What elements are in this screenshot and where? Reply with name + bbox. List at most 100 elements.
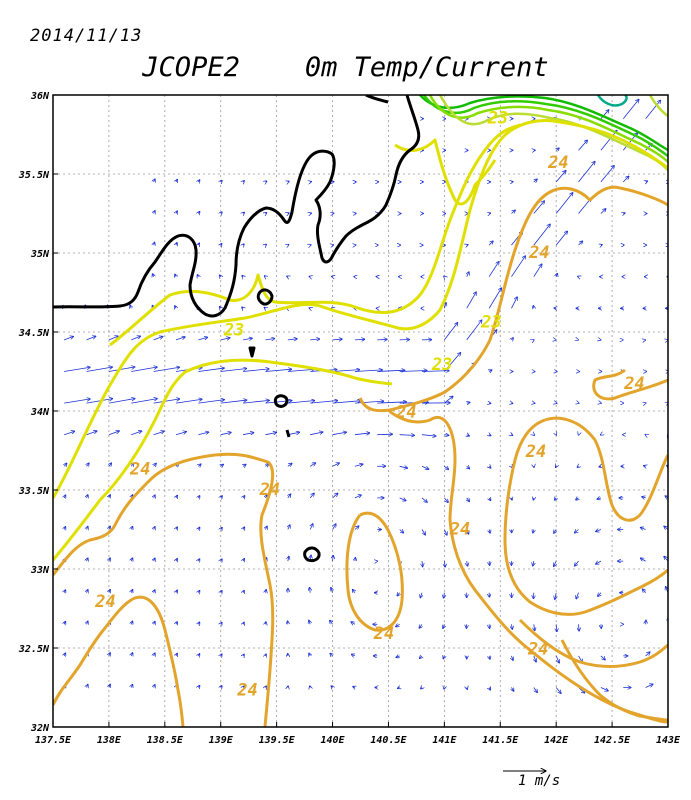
current-vector bbox=[176, 527, 177, 530]
current-vector bbox=[242, 275, 243, 276]
current-vector bbox=[444, 303, 446, 309]
current-vector bbox=[221, 590, 222, 592]
current-vector bbox=[555, 592, 556, 600]
current-vector bbox=[419, 656, 422, 659]
current-vector bbox=[310, 432, 323, 436]
current-vector bbox=[64, 526, 65, 529]
isotherm-23 bbox=[53, 119, 668, 561]
current-vector bbox=[265, 686, 266, 688]
current-vector bbox=[264, 276, 265, 277]
current-vector bbox=[197, 275, 198, 277]
current-vector bbox=[466, 320, 482, 341]
current-vector bbox=[309, 493, 314, 499]
current-vector bbox=[198, 496, 199, 498]
current-vector bbox=[176, 622, 177, 625]
current-vector bbox=[576, 498, 579, 500]
contour-label-23: 23 bbox=[487, 109, 508, 129]
current-vector bbox=[243, 464, 246, 466]
current-vector bbox=[243, 590, 244, 592]
current-vector bbox=[265, 213, 266, 214]
current-vector bbox=[554, 560, 557, 566]
current-vector bbox=[489, 498, 491, 501]
current-vector bbox=[419, 624, 422, 628]
current-vector bbox=[554, 530, 557, 534]
current-vector bbox=[354, 370, 383, 372]
current-vector bbox=[444, 529, 447, 536]
current-vector bbox=[265, 526, 267, 529]
contour-label-24: 24 bbox=[528, 243, 549, 263]
current-vector bbox=[221, 496, 223, 498]
current-vector bbox=[243, 622, 244, 624]
current-vector bbox=[154, 684, 155, 687]
current-vector bbox=[153, 367, 180, 372]
current-vector bbox=[242, 307, 243, 308]
current-vector bbox=[488, 288, 502, 309]
current-vector bbox=[467, 688, 468, 690]
current-vector bbox=[330, 620, 333, 625]
current-vector bbox=[574, 530, 579, 533]
current-vector bbox=[332, 493, 338, 499]
lon-tick-label: 142E bbox=[544, 735, 569, 746]
current-vector bbox=[220, 400, 247, 404]
current-vector bbox=[600, 165, 614, 183]
current-vector bbox=[64, 431, 74, 436]
current-vector bbox=[444, 353, 460, 372]
lon-tick-label: 140.5E bbox=[370, 735, 407, 746]
current-vector bbox=[287, 369, 314, 372]
current-vector bbox=[243, 212, 244, 213]
current-vector bbox=[354, 495, 361, 499]
current-vector bbox=[511, 688, 513, 692]
current-vector bbox=[131, 653, 132, 656]
current-vector bbox=[176, 242, 177, 245]
current-vector bbox=[533, 687, 538, 693]
current-vector bbox=[578, 161, 595, 183]
current-vector bbox=[86, 336, 96, 341]
current-vector bbox=[220, 432, 232, 436]
current-vector bbox=[599, 466, 601, 467]
current-vector bbox=[86, 367, 113, 372]
current-vector bbox=[154, 179, 155, 182]
current-vector bbox=[221, 527, 222, 529]
current-vector bbox=[489, 435, 491, 436]
current-vector bbox=[533, 224, 550, 246]
current-vector bbox=[310, 339, 320, 340]
current-vector bbox=[467, 561, 468, 566]
current-vector bbox=[399, 435, 415, 436]
current-vector bbox=[176, 211, 177, 214]
current-vector bbox=[243, 400, 269, 404]
contour-labels: 23 23 23 23 24 24 24 24 24 24 24 24 24 24 24 24 bbox=[94, 109, 644, 701]
current-vector bbox=[488, 261, 499, 277]
current-vector bbox=[109, 653, 110, 656]
current-vector bbox=[109, 558, 110, 561]
current-vector bbox=[310, 401, 338, 404]
current-vector bbox=[175, 432, 186, 436]
current-vector bbox=[198, 400, 224, 404]
current-vector bbox=[131, 621, 132, 624]
scale-vector-label: 1 m/s bbox=[518, 773, 561, 789]
current-vector bbox=[108, 399, 135, 404]
contour-label-23: 23 bbox=[480, 313, 501, 333]
current-vector bbox=[175, 306, 176, 309]
current-vector bbox=[601, 245, 602, 246]
current-vector bbox=[243, 369, 269, 372]
current-vector bbox=[64, 653, 65, 656]
current-vector bbox=[399, 498, 406, 501]
current-vector bbox=[645, 100, 661, 119]
current-vector bbox=[265, 654, 266, 656]
current-vector bbox=[64, 495, 65, 498]
current-vector bbox=[576, 592, 578, 599]
current-vector bbox=[87, 621, 88, 624]
current-vector bbox=[288, 244, 289, 245]
current-vector bbox=[600, 209, 606, 214]
current-vector bbox=[489, 688, 490, 691]
current-vector bbox=[243, 654, 244, 656]
current-vector bbox=[64, 463, 67, 466]
contour-label-24: 24 bbox=[94, 592, 115, 612]
current-vector bbox=[221, 243, 222, 245]
lat-tick-label: 32.5N bbox=[18, 644, 50, 655]
contour-label-24: 24 bbox=[623, 374, 644, 394]
current-vector bbox=[87, 463, 90, 466]
isotherm-24 bbox=[53, 185, 668, 727]
current-vector bbox=[288, 556, 289, 562]
current-vector bbox=[154, 558, 155, 561]
